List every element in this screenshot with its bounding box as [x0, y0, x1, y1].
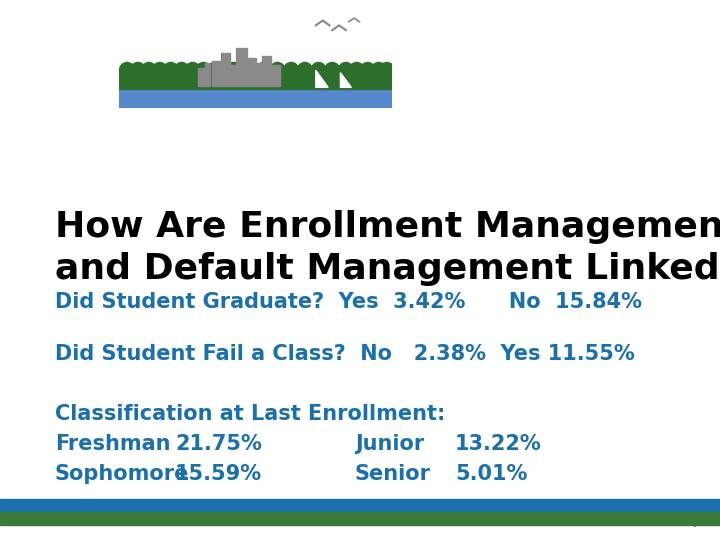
Ellipse shape: [163, 63, 179, 78]
Ellipse shape: [185, 63, 200, 78]
Text: 21.75%: 21.75%: [175, 434, 262, 454]
Ellipse shape: [379, 63, 395, 78]
Ellipse shape: [207, 63, 222, 78]
Bar: [256, 63, 262, 86]
Text: 7: 7: [690, 515, 700, 530]
Polygon shape: [316, 70, 328, 87]
Text: 5.01%: 5.01%: [455, 464, 527, 484]
Bar: [119, 81, 392, 108]
Bar: [198, 68, 205, 86]
Bar: [236, 49, 248, 86]
Ellipse shape: [153, 63, 167, 78]
Ellipse shape: [270, 63, 285, 78]
Bar: [205, 63, 210, 86]
Text: Did Student Graduate?  Yes  3.42%      No  15.84%: Did Student Graduate? Yes 3.42% No 15.84…: [55, 292, 642, 312]
Text: Classification at Last Enrollment:: Classification at Last Enrollment:: [55, 404, 446, 424]
Bar: [222, 53, 230, 86]
Text: Sophomore: Sophomore: [55, 464, 189, 484]
Bar: [271, 65, 280, 86]
Bar: [230, 65, 236, 86]
Ellipse shape: [243, 63, 258, 78]
Ellipse shape: [256, 63, 271, 78]
Bar: [119, 69, 392, 89]
Ellipse shape: [311, 63, 326, 78]
Ellipse shape: [338, 63, 354, 78]
Text: How Are Enrollment Management
and Default Management Linked?: How Are Enrollment Management and Defaul…: [55, 210, 720, 286]
Ellipse shape: [174, 63, 189, 78]
Text: Did Student Fail a Class?  No   2.38%  Yes 11.55%: Did Student Fail a Class? No 2.38% Yes 1…: [55, 344, 635, 364]
Polygon shape: [341, 73, 351, 87]
Ellipse shape: [141, 63, 156, 78]
Ellipse shape: [349, 63, 364, 78]
Ellipse shape: [226, 63, 241, 78]
Bar: [0, 512, 720, 525]
Ellipse shape: [360, 63, 375, 78]
Bar: [0, 499, 720, 512]
Ellipse shape: [372, 63, 386, 78]
Text: Junior: Junior: [355, 434, 424, 454]
Text: 13.22%: 13.22%: [455, 434, 541, 454]
Bar: [248, 58, 256, 86]
Ellipse shape: [325, 63, 340, 78]
Bar: [212, 60, 222, 86]
Text: Senior: Senior: [355, 464, 431, 484]
Ellipse shape: [297, 63, 312, 78]
Ellipse shape: [196, 63, 211, 78]
Bar: [263, 56, 271, 86]
Text: Freshman: Freshman: [55, 434, 171, 454]
Ellipse shape: [120, 63, 135, 78]
Ellipse shape: [130, 63, 145, 78]
Ellipse shape: [284, 63, 299, 78]
Text: 15.59%: 15.59%: [175, 464, 262, 484]
